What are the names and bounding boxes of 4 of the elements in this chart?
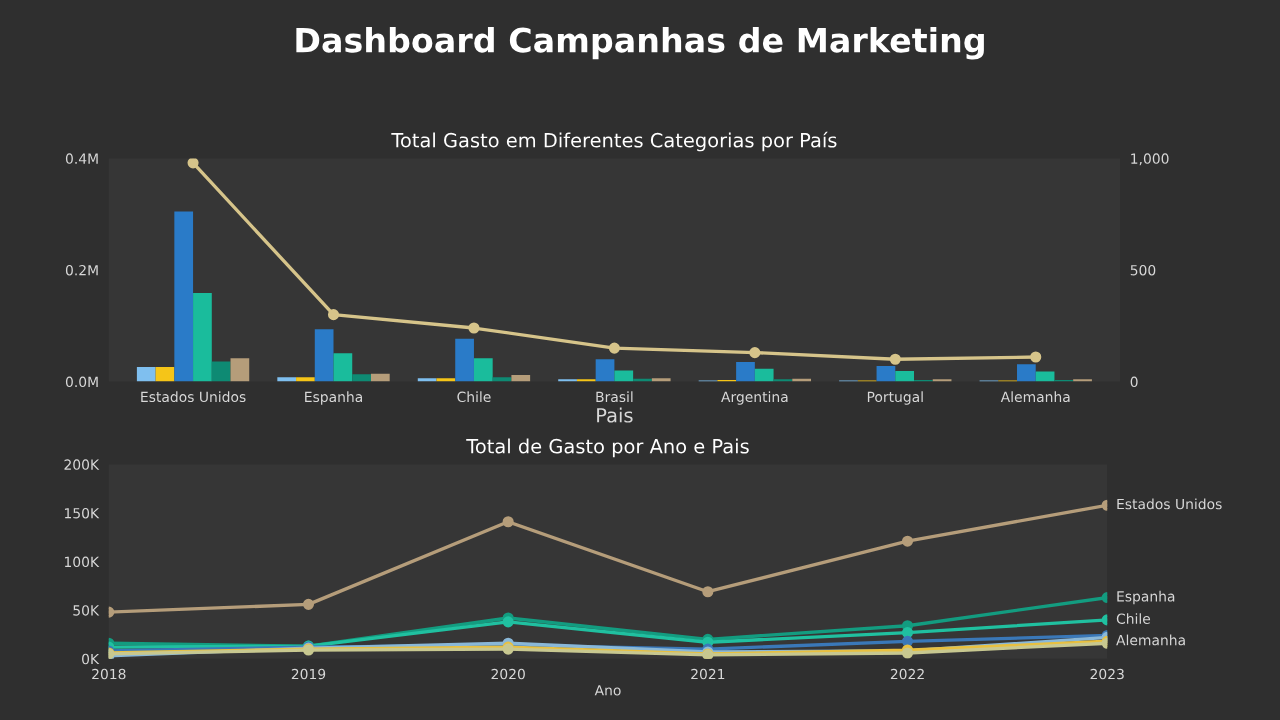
chart-title: Total de Gasto por Ano e Pais bbox=[466, 438, 749, 458]
chart-title: Total Gasto em Diferentes Categorias por País bbox=[391, 131, 837, 152]
x-axis-title: Pais bbox=[597, 407, 633, 423]
text: Dashboard Campanhas de Marketing bbox=[296, 26, 984, 60]
